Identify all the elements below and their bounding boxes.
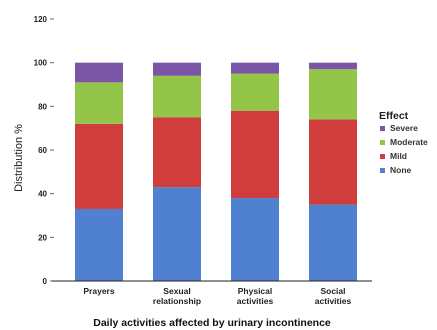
- bar-mild-prayers: [75, 123, 123, 209]
- bar-moderate-prayers: [75, 82, 123, 124]
- legend-label-moderate: Moderate: [390, 137, 428, 147]
- bar-severe-physical-activities: [231, 62, 279, 74]
- x-axis-title: Daily activities affected by urinary inc…: [93, 317, 331, 329]
- bar-mild-physical-activities: [231, 110, 279, 199]
- y-tick-label: 20: [38, 233, 47, 242]
- bar-severe-sexual-relationship: [153, 62, 201, 76]
- x-category-label: Prayers: [83, 286, 114, 296]
- legend-swatch-mild: [380, 154, 385, 159]
- legend-title: Effect: [379, 110, 409, 122]
- legend-swatch-moderate: [380, 140, 385, 145]
- x-axis-category-labels: Prayers Sexual relationship Physical activit…: [83, 286, 351, 306]
- y-tick-label: 120: [34, 15, 48, 24]
- bar-severe-social-activities: [309, 62, 357, 70]
- y-axis-title: Distribution %: [13, 124, 25, 192]
- legend-swatch-none: [380, 168, 385, 173]
- bar-mild-sexual-relationship: [153, 117, 201, 188]
- legend: Effect Severe Moderate Mild None: [379, 110, 428, 175]
- y-tick-label: 40: [38, 190, 47, 199]
- y-tick-label: 60: [38, 146, 47, 155]
- x-category-label: Physical activities: [237, 286, 274, 306]
- bar-mild-social-activities: [309, 119, 357, 205]
- bar-severe-prayers: [75, 62, 123, 83]
- legend-swatch-severe: [380, 126, 385, 131]
- bar-none-sexual-relationship: [153, 187, 201, 281]
- y-tick-label: 80: [38, 102, 47, 111]
- legend-label-mild: Mild: [390, 151, 407, 161]
- y-axis-ticks: 0 20 40 60 80 100 120: [34, 15, 54, 286]
- bar-moderate-social-activities: [309, 69, 357, 120]
- bar-moderate-sexual-relationship: [153, 75, 201, 118]
- bar-moderate-physical-activities: [231, 73, 279, 111]
- y-tick-label: 100: [34, 59, 48, 68]
- bar-none-social-activities: [309, 204, 357, 281]
- bar-none-physical-activities: [231, 198, 279, 281]
- bar-none-prayers: [75, 208, 123, 281]
- x-category-label: Sexual relationship: [153, 286, 201, 306]
- legend-label-severe: Severe: [390, 123, 418, 133]
- y-tick-label: 0: [43, 277, 48, 286]
- x-category-label: Social activities: [315, 286, 352, 306]
- bars: [75, 62, 357, 281]
- legend-label-none: None: [390, 165, 412, 175]
